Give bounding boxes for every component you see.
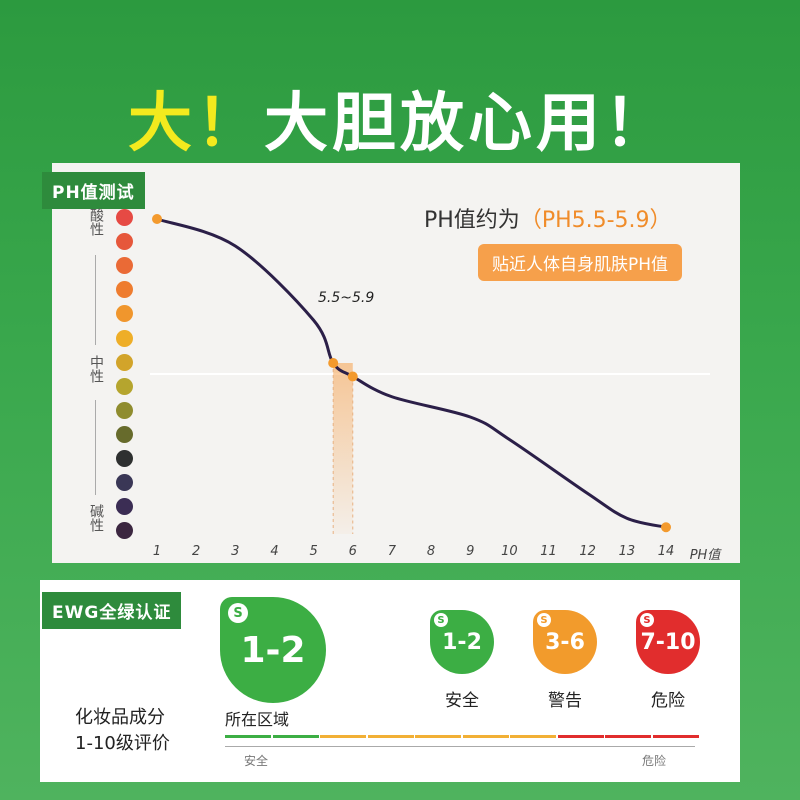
ewg-badge-1-2: S 1-2 <box>430 610 494 674</box>
ph-color-dot <box>116 522 133 540</box>
curve-point <box>328 358 339 368</box>
ph-color-dot <box>116 474 133 492</box>
ph-color-dot <box>116 353 133 371</box>
rating-title-2: 1-10级评价 <box>75 733 170 754</box>
ewg-badge-name: 安全 <box>445 691 479 711</box>
ewg-scale-segment <box>605 735 651 738</box>
scale-arrow-up <box>95 255 96 345</box>
ewg-s-icon: S <box>434 613 448 627</box>
x-tick-label: 2 <box>192 544 201 559</box>
ewg-scale-segment <box>652 735 699 738</box>
curve-point <box>661 522 671 533</box>
ewg-badge-7-10: S 7-10 <box>636 610 700 674</box>
ewg-s-icon: S <box>640 613 654 627</box>
ph-panel <box>52 163 740 563</box>
neutral-label: 中性 <box>88 355 104 383</box>
x-tick-label: 12 <box>579 544 596 559</box>
big-badge-label: 1-2 <box>240 629 306 671</box>
scale-right-label: 危险 <box>642 754 667 768</box>
x-tick-label: 7 <box>387 544 397 559</box>
callout-prefix: PH值约为 <box>424 208 520 233</box>
ewg-s-icon: S <box>537 613 551 627</box>
range-highlight <box>333 363 353 534</box>
acid-label: 酸性 <box>88 208 104 236</box>
curve-point <box>347 371 358 382</box>
ewg-scale-segment <box>225 735 271 738</box>
ph-color-dot <box>116 401 133 419</box>
ewg-scale-segment <box>415 735 461 738</box>
ewg-s-icon: S <box>228 603 248 623</box>
ph-color-dot <box>116 498 133 516</box>
ph-color-dot <box>116 305 133 323</box>
ph-curve <box>156 217 667 529</box>
x-tick-label: 8 <box>426 544 436 559</box>
x-tick-label: 4 <box>270 544 279 559</box>
ewg-scale-segment <box>462 735 509 738</box>
x-tick-label: 13 <box>618 544 636 559</box>
ewg-scale-segment <box>272 735 319 738</box>
ph-color-dot <box>116 233 133 251</box>
range-label: 5.5~5.9 <box>318 290 375 306</box>
ewg-badge-name: 警告 <box>548 691 582 711</box>
ewg-scale-segment <box>367 735 414 738</box>
ph-color-dot <box>116 209 133 226</box>
callout-value: （PH5.5-5.9） <box>519 208 672 233</box>
curve-point <box>152 214 162 224</box>
rating-title-1: 化妆品成分 <box>75 707 165 728</box>
big-ewg-badge: S 1-2 <box>220 597 326 703</box>
ewg-badge-label: 7-10 <box>640 629 696 655</box>
x-tick-label: 3 <box>231 544 240 559</box>
ph-callout: PH值约为（PH5.5-5.9） <box>424 202 672 234</box>
headline-accent: 大！ <box>128 87 264 161</box>
ph-color-dot <box>116 281 133 299</box>
x-tick-label: 6 <box>348 544 357 559</box>
ewg-badge-label: 3-6 <box>545 629 585 655</box>
ph-color-dot <box>116 377 133 395</box>
scale-arrow-down <box>95 400 96 495</box>
ph-color-dot <box>116 257 133 275</box>
x-tick-label: 11 <box>540 544 557 559</box>
x-tick-label: 5 <box>309 544 318 559</box>
ph-color-dot <box>116 450 133 467</box>
alkaline-label: 碱性 <box>88 504 104 532</box>
ph-color-dot <box>116 329 133 347</box>
x-tick-label: 1 <box>152 544 162 559</box>
headline: 大！大胆放心用！ <box>0 72 800 164</box>
scale-left-label: 安全 <box>244 754 269 768</box>
headline-main: 大胆放心用！ <box>264 87 672 161</box>
ewg-scale-segment <box>557 735 604 738</box>
ewg-badge-3-6: S 3-6 <box>533 610 597 674</box>
scale-arrow <box>225 746 695 747</box>
x-axis-unit: PH值 <box>689 548 721 563</box>
x-tick-label: 9 <box>466 544 475 559</box>
area-label: 所在区域 <box>225 710 290 729</box>
ph-pill: 贴近人体自身肌肤PH值 <box>478 244 683 281</box>
ewg-scale-segment <box>510 735 556 738</box>
ewg-tag: EWG全绿认证 <box>42 592 182 629</box>
ewg-scale-segment <box>320 735 366 738</box>
ph-tag: PH值测试 <box>42 172 145 209</box>
ewg-badge-name: 危险 <box>651 691 685 711</box>
x-tick-label: 10 <box>501 544 518 559</box>
x-tick-label: 14 <box>657 544 675 559</box>
ewg-badge-label: 1-2 <box>442 629 482 655</box>
ph-color-dot <box>116 425 133 443</box>
